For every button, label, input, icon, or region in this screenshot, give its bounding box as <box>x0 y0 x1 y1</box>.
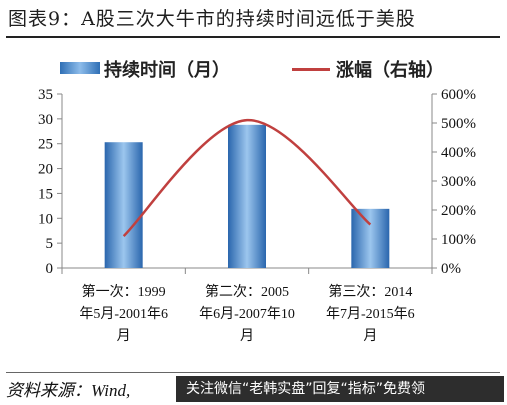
left-tick-label: 25 <box>38 137 53 153</box>
x-category-label: 第三次：2014 <box>328 283 412 300</box>
bar-duration <box>228 124 266 268</box>
x-category-label: 月 <box>240 328 254 344</box>
left-tick-label: 30 <box>38 112 53 128</box>
x-category-label: 年5月-2001年6 <box>79 306 168 322</box>
x-category-label: 月 <box>363 328 377 344</box>
title-divider <box>6 36 500 38</box>
right-tick-label: 100% <box>441 232 476 248</box>
x-category-label: 年7月-2015年6 <box>326 306 415 322</box>
chart-title: 图表9：A股三次大牛市的持续时间远低于美股 <box>8 8 416 30</box>
left-tick-label: 0 <box>46 261 54 277</box>
watermark-banner: 关注微信“老韩实盘”回复“指标”免费领 <box>176 376 504 402</box>
legend-bar-swatch <box>60 62 100 74</box>
bar-duration <box>104 142 143 268</box>
source-divider <box>6 372 500 373</box>
left-tick-label: 15 <box>38 186 53 202</box>
left-tick-label: 10 <box>38 211 53 227</box>
right-tick-label: 0% <box>441 261 461 277</box>
x-category-label: 第二次：2005 <box>205 283 289 300</box>
legend-line-label: 涨幅（右轴） <box>336 60 444 81</box>
left-tick-label: 35 <box>38 87 53 103</box>
x-category-label: 月 <box>117 328 131 344</box>
left-tick-label: 5 <box>46 236 54 252</box>
right-tick-label: 300% <box>441 174 476 190</box>
right-tick-label: 400% <box>441 145 476 161</box>
left-tick-label: 20 <box>38 162 53 178</box>
x-category-label: 第一次：1999 <box>82 283 166 300</box>
x-category-label: 年6月-2007年10 <box>199 306 295 322</box>
legend: 持续时间（月） 涨幅（右轴） <box>0 44 507 81</box>
legend-bar-label: 持续时间（月） <box>104 60 230 81</box>
source-note: 资料来源：Wind, <box>6 381 131 400</box>
legend-line-swatch <box>292 68 330 71</box>
right-tick-label: 200% <box>441 203 476 219</box>
bar-duration <box>351 208 390 268</box>
chart-plot: 0 5 10 15 20 25 30 35 0% 100% 200% 300% 400% 500% 600%… <box>38 87 476 344</box>
right-tick-label: 500% <box>441 116 476 132</box>
right-tick-label: 600% <box>441 87 476 103</box>
